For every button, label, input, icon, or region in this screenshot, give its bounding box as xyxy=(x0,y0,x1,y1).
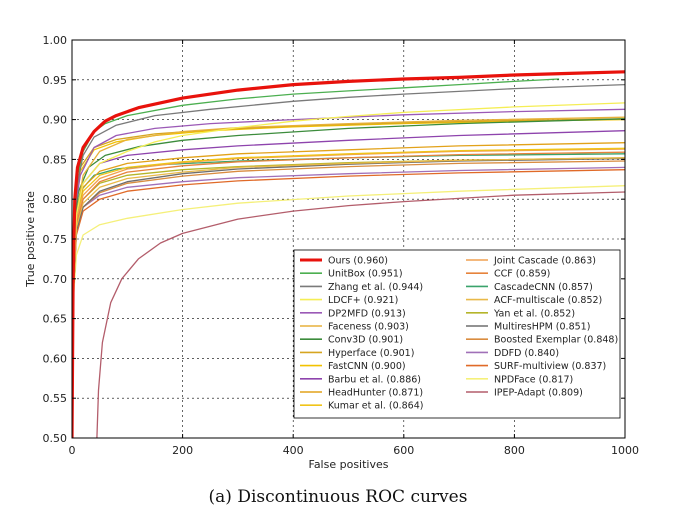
figure-caption: (a) Discontinuous ROC curves xyxy=(208,487,468,507)
legend-label: Yan et al. (0.852) xyxy=(493,308,575,319)
legend-label: Faceness (0.903) xyxy=(328,322,409,333)
legend-label: Conv3D (0.901) xyxy=(328,335,403,346)
legend-label: DP2MFD (0.913) xyxy=(328,308,406,319)
x-tick-label: 600 xyxy=(393,444,414,457)
legend-label: Ours (0.960) xyxy=(328,256,388,267)
legend-label: LDCF+ (0.921) xyxy=(328,295,398,306)
y-tick-label: 0.95 xyxy=(43,74,68,87)
y-axis-title: True positive rate xyxy=(24,191,37,288)
x-tick-label: 0 xyxy=(69,444,76,457)
y-axis: 0.50 0.55 0.60 0.65 0.70 0.75 0.80 0.85 0.90 0.95… xyxy=(43,34,625,445)
legend-label: HeadHunter (0.871) xyxy=(328,388,423,399)
roc-curve-ldcf xyxy=(72,102,625,438)
y-tick-label: 0.90 xyxy=(43,114,68,127)
y-tick-label: 0.75 xyxy=(43,233,68,246)
y-tick-label: 0.50 xyxy=(43,432,68,445)
legend: Ours (0.960) UnitBox (0.951) Zhang et al. … xyxy=(293,249,621,419)
y-tick-label: 0.65 xyxy=(43,313,68,326)
legend-label: NPDFace (0.817) xyxy=(494,374,573,385)
legend-label: SURF-multiview (0.837) xyxy=(494,361,606,372)
roc-chart: 0.50 0.55 0.60 0.65 0.70 0.75 0.80 0.85 0.90 0.95… xyxy=(24,34,639,471)
roc-curve-ipep-adapt xyxy=(96,191,625,438)
roc-curve-ours xyxy=(72,70,625,438)
x-tick-label: 1000 xyxy=(611,444,639,457)
legend-label: MultiresHPM (0.851) xyxy=(494,322,590,333)
legend-label: Boosted Exemplar (0.848) xyxy=(494,335,618,346)
y-tick-label: 0.60 xyxy=(43,352,68,365)
legend-label: CCF (0.859) xyxy=(494,269,550,280)
x-tick-label: 800 xyxy=(504,444,525,457)
y-tick-label: 1.00 xyxy=(43,34,68,47)
legend-label: DDFD (0.840) xyxy=(494,348,559,359)
y-tick-label: 0.55 xyxy=(43,392,68,405)
legend-label: Barbu et al. (0.886) xyxy=(328,374,421,385)
roc-curve-npdface xyxy=(72,185,625,438)
x-axis: 0 200 400 600 800 1000 xyxy=(69,40,639,457)
legend-label: FastCNN (0.900) xyxy=(328,361,406,372)
legend-label: Joint Cascade (0.863) xyxy=(493,256,596,267)
legend-label: CascadeCNN (0.857) xyxy=(494,282,593,293)
x-tick-label: 400 xyxy=(283,444,304,457)
y-tick-label: 0.70 xyxy=(43,273,68,286)
legend-label: Hyperface (0.901) xyxy=(328,348,414,359)
x-tick-label: 200 xyxy=(172,444,193,457)
y-tick-label: 0.80 xyxy=(43,193,68,206)
y-tick-label: 0.85 xyxy=(43,153,68,166)
legend-label: ACF-multiscale (0.852) xyxy=(494,295,602,306)
legend-label: Zhang et al. (0.944) xyxy=(328,282,423,293)
legend-label: IPEP-Adapt (0.809) xyxy=(494,388,583,399)
legend-label: UnitBox (0.951) xyxy=(328,269,403,280)
legend-label: Kumar et al. (0.864) xyxy=(328,401,423,412)
x-axis-title: False positives xyxy=(309,458,389,471)
legend-box xyxy=(293,249,621,419)
